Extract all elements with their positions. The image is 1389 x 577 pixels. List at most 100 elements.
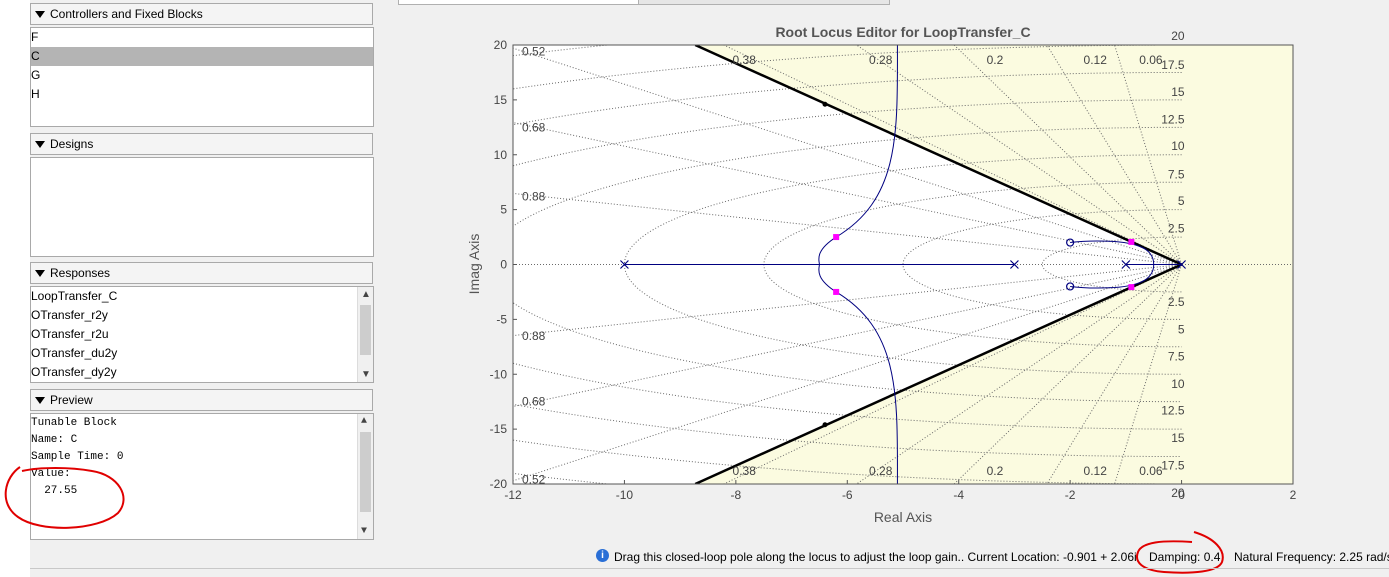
damping-grid-line	[723, 45, 1182, 265]
root-locus-chart[interactable]: 0.52 0.68 0.88 0.88 0.68 0.52 0.38 0.28 0.2 0.12 0…	[380, 6, 1389, 542]
controllers-panel-header[interactable]: Controllers and Fixed Blocks	[30, 3, 373, 25]
y-tick-label: -5	[496, 312, 507, 326]
preview-scrollbar[interactable]: ▲ ▼	[357, 414, 373, 539]
responses-list: LoopTransfer_C OTransfer_r2y OTransfer_r…	[30, 286, 374, 383]
list-item[interactable]: G	[31, 68, 41, 82]
damping-grid-label: 0.28	[869, 53, 893, 67]
collapse-triangle-icon[interactable]	[35, 396, 45, 404]
damping-grid-label: 0.12	[1084, 53, 1108, 67]
closed-loop-pole-marker[interactable]	[833, 234, 840, 241]
designs-panel-header[interactable]: Designs	[30, 133, 373, 155]
y-tick-label: 20	[494, 38, 508, 52]
damping-grid-line	[1046, 45, 1182, 265]
red-circle-annotation	[4, 466, 125, 529]
preview-panel-header[interactable]: Preview	[30, 389, 373, 411]
inactive-tab[interactable]	[638, 0, 890, 5]
document-tab-strip	[380, 0, 1389, 6]
scroll-thumb[interactable]	[360, 432, 371, 512]
preview-text-area[interactable]: Tunable Block Name: C Sample Time: 0 Val…	[30, 413, 374, 540]
plot-title: Root Locus Editor for LoopTransfer_C	[775, 24, 1030, 40]
frequency-grid-arc	[902, 209, 1182, 320]
scroll-down-icon[interactable]: ▼	[361, 369, 371, 380]
x-tick-label: -4	[953, 488, 964, 502]
status-message: Drag this closed-loop pole along the loc…	[614, 550, 1137, 564]
damping-grid-label: 0.52	[522, 45, 546, 59]
list-item[interactable]: OTransfer_r2y	[31, 308, 108, 322]
open-loop-pole-marker[interactable]	[1010, 260, 1019, 269]
closed-loop-pole-marker[interactable]	[833, 288, 840, 295]
damping-constraint-line[interactable]	[694, 263, 1183, 485]
y-tick-label: -15	[490, 422, 508, 436]
open-loop-zero-marker[interactable]	[1066, 238, 1075, 247]
damping-grid-label: 0.12	[1084, 464, 1108, 478]
open-loop-zero-marker[interactable]	[1066, 282, 1075, 291]
list-item[interactable]: OTransfer_du2y	[31, 346, 118, 360]
scroll-up-icon[interactable]: ▲	[361, 416, 368, 427]
list-item[interactable]: F	[31, 30, 39, 44]
constraint-handle-marker[interactable]	[822, 422, 828, 428]
frequency-grid-label: 17.5	[1161, 458, 1185, 472]
preview-line: Value:	[31, 468, 71, 480]
constraint-handle-marker[interactable]	[822, 101, 828, 107]
y-axis-label: Imag Axis	[466, 234, 482, 295]
damping-grid-label: 0.28	[869, 464, 893, 478]
y-tick-label: -20	[490, 477, 508, 491]
frequency-grid-label: 2.5	[1168, 221, 1185, 235]
responses-scrollbar[interactable]: ▲ ▼	[357, 287, 373, 382]
open-loop-pole-marker[interactable]	[620, 260, 629, 269]
damping-grid-line	[513, 264, 1182, 337]
list-item[interactable]: LoopTransfer_C	[31, 289, 118, 303]
status-bar: i Drag this closed-loop pole along the l…	[30, 544, 1389, 570]
frequency-grid-label: 12.5	[1161, 113, 1185, 127]
closed-loop-pole-marker[interactable]	[1128, 238, 1135, 245]
locus-branch[interactable]	[818, 45, 898, 265]
locus-branch[interactable]	[1070, 240, 1155, 265]
scroll-thumb[interactable]	[360, 305, 371, 355]
status-damping: Damping: 0.4	[1149, 550, 1221, 564]
left-gutter	[0, 0, 30, 577]
frequency-grid-arc	[624, 154, 1182, 375]
status-divider	[30, 568, 1389, 569]
open-loop-pole-marker[interactable]	[1121, 260, 1131, 269]
damping-grid-line	[723, 264, 1182, 484]
root-locus-plot-area[interactable]: 0.52 0.68 0.88 0.88 0.68 0.52 0.38 0.28 0.2 0.12 0…	[380, 6, 1389, 542]
damping-grid-label: 0.06	[1139, 464, 1163, 478]
collapse-triangle-icon[interactable]	[35, 10, 45, 18]
collapse-triangle-icon[interactable]	[35, 140, 45, 148]
collapse-triangle-icon[interactable]	[35, 269, 45, 277]
active-tab[interactable]	[398, 0, 640, 5]
damping-grid-label: 0.38	[733, 464, 757, 478]
open-loop-pole-marker[interactable]	[1177, 260, 1186, 269]
y-tick-label: 5	[500, 203, 507, 217]
controllers-list: F C G H	[30, 27, 374, 127]
locus-branch[interactable]	[1070, 264, 1155, 289]
damping-grid-label: 0.52	[522, 473, 546, 487]
closed-loop-pole-marker[interactable]	[1128, 284, 1135, 291]
frequency-grid-label: 10	[1171, 139, 1185, 153]
scroll-up-icon[interactable]: ▲	[361, 289, 371, 300]
frequency-grid-label: 5	[1178, 322, 1185, 336]
frequency-grid-label: 17.5	[1161, 58, 1185, 72]
y-tick-label: 15	[494, 93, 508, 107]
damping-constraint-line[interactable]	[694, 45, 1183, 266]
damping-grid-label: 0.2	[987, 53, 1004, 67]
x-tick-label: -8	[731, 488, 742, 502]
controllers-panel-title: Controllers and Fixed Blocks	[50, 7, 203, 21]
list-item[interactable]: OTransfer_r2u	[31, 327, 109, 341]
list-item-selected[interactable]: C	[31, 47, 373, 66]
list-item[interactable]: H	[31, 87, 40, 101]
preview-line: Tunable Block	[31, 417, 117, 429]
constraint-region	[695, 45, 1293, 484]
frequency-grid-label: 12.5	[1161, 403, 1185, 417]
list-item[interactable]: OTransfer_dy2y	[31, 365, 117, 379]
y-tick-label: 0	[500, 258, 507, 272]
preview-line: 27.55	[31, 485, 78, 497]
damping-grid-label: 0.38	[733, 53, 757, 67]
locus-branch[interactable]	[818, 264, 898, 485]
preview-line: Name: C	[31, 434, 78, 446]
x-tick-label: -12	[504, 488, 522, 502]
responses-panel-header[interactable]: Responses	[30, 262, 373, 284]
scroll-down-icon[interactable]: ▼	[361, 526, 368, 537]
x-tick-label: -2	[1065, 488, 1076, 502]
frequency-grid-label: 20	[1171, 486, 1185, 500]
